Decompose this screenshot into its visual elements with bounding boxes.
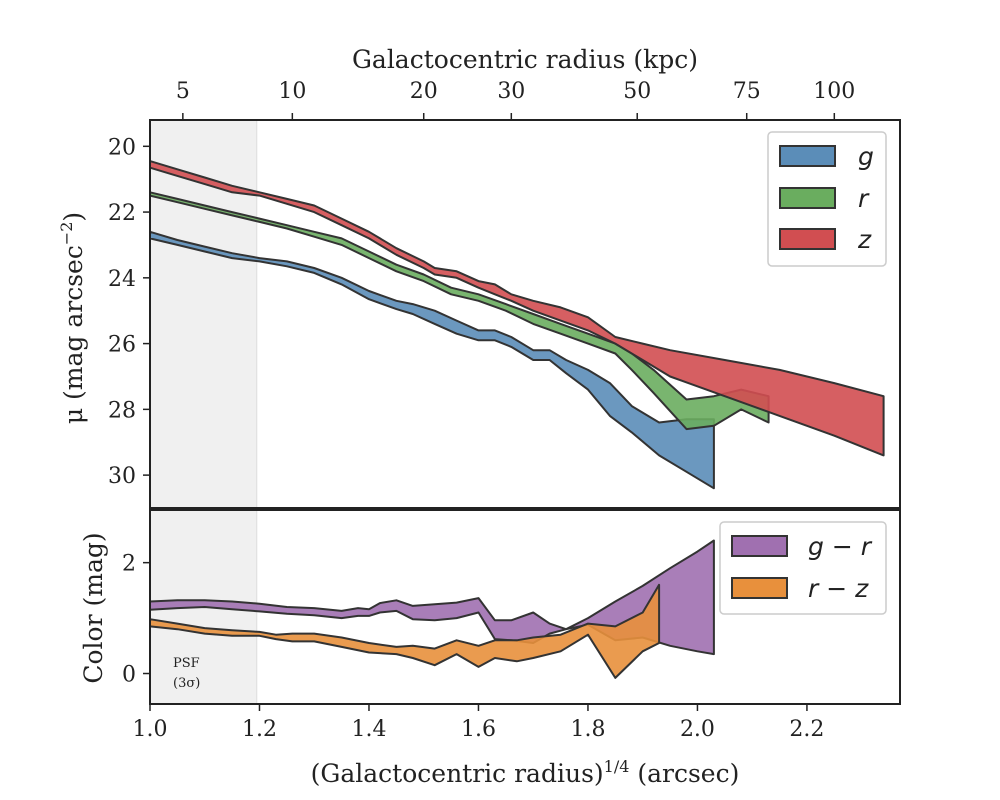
- bottom-panel-frame: [149, 509, 901, 705]
- legend-label-r-z: r − z: [808, 574, 869, 603]
- top-series-group: [149, 160, 885, 490]
- legend-label-z: z: [857, 225, 872, 254]
- legend-swatch-z: [779, 228, 836, 250]
- top-panel-frame: [149, 119, 901, 509]
- xtick-label-bottom: 1.2: [242, 717, 277, 742]
- legend-swatch-g: [779, 145, 836, 167]
- ylabel-superscript: −2: [57, 222, 76, 246]
- legend-label-r: r: [858, 184, 870, 213]
- xlabel-superscript: 1/4: [604, 757, 630, 776]
- xtick-label-bottom: 1.4: [351, 717, 386, 742]
- xtick-label-bottom: 1.6: [461, 717, 496, 742]
- ytick-label-top: 28: [108, 398, 136, 423]
- ytick-label-top: 22: [108, 201, 136, 226]
- legend-swatch-r: [779, 187, 836, 209]
- xtick-label-bottom: 1.0: [133, 717, 168, 742]
- tick-group: 20 22 24 26 28 30 0 2 1.0 1.2 1.4 1.6 1.8 2.0 2.2 5 10 20…: [108, 79, 855, 742]
- bottom-series-group: [149, 539, 715, 679]
- xtick-label-top: 30: [497, 79, 525, 104]
- xtick-label-top: 75: [733, 79, 761, 104]
- legend-swatch-g-r: [731, 535, 788, 557]
- xtick-label-bottom: 2.0: [680, 717, 715, 742]
- ytick-label-top: 20: [108, 135, 136, 160]
- ytick-label-top: 30: [108, 464, 136, 489]
- ytick-label-bottom: 2: [122, 552, 136, 577]
- xtick-label-top: 20: [410, 79, 438, 104]
- top-panel-ylabel: μ (mag arcsec−2): [57, 212, 88, 424]
- xtick-label-top: 5: [176, 79, 190, 104]
- xtick-label-bottom: 2.2: [789, 717, 824, 742]
- xtick-label-top: 10: [278, 79, 306, 104]
- bottom-axis-label: (Galactocentric radius)1/4 (arcsec): [311, 757, 740, 788]
- bottom-legend: g − r r − z: [719, 521, 887, 615]
- psf-sigma-label: (3σ): [173, 676, 200, 691]
- xlabel-main: (Galactocentric radius): [311, 759, 604, 788]
- top-axis-label: Galactocentric radius (kpc): [352, 45, 698, 74]
- color-band-1: [149, 583, 661, 679]
- ytick-label-bottom: 0: [122, 663, 136, 688]
- xtick-label-top: 100: [813, 79, 855, 104]
- mu-band-1: [149, 191, 770, 431]
- ytick-label-top: 24: [108, 267, 136, 292]
- psf-label: PSF: [173, 656, 200, 671]
- ytick-label-top: 26: [108, 333, 136, 358]
- top-legend: g r z: [767, 131, 887, 267]
- ylabel-main: μ (mag arcsec: [59, 245, 88, 424]
- legend-swatch-r-z: [731, 577, 788, 599]
- color-band-0: [149, 539, 715, 656]
- xtick-label-bottom: 1.8: [570, 717, 605, 742]
- legend-label-g-r: g − r: [808, 532, 873, 561]
- bottom-panel-ylabel: Color (mag): [79, 532, 108, 683]
- mu-band-2: [149, 160, 885, 457]
- ylabel-close: ): [59, 212, 88, 222]
- xtick-label-top: 50: [623, 79, 651, 104]
- legend-label-g: g: [858, 142, 874, 171]
- mu-band-0: [149, 230, 715, 490]
- xlabel-end: (arcsec): [629, 759, 739, 788]
